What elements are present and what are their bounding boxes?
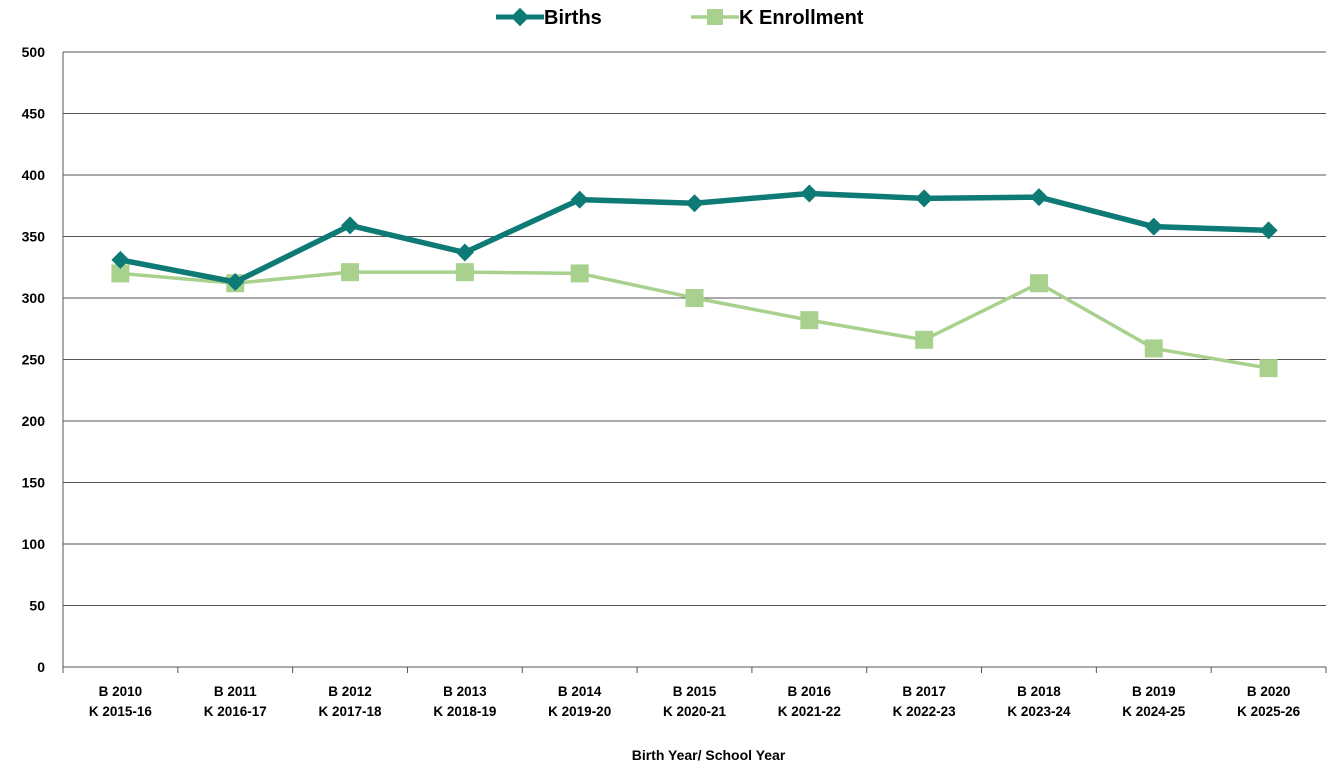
data-point-births-0 [111, 250, 130, 269]
legend-item-k-enrollment: K Enrollment [691, 7, 864, 29]
x-tick-label-5-line-1: K 2020-21 [663, 704, 727, 719]
data-point-k-enrollment-6 [800, 311, 819, 330]
x-tick-label-8: B 2018 K 2023-24 [1007, 684, 1071, 719]
y-tick-label-200: 200 [22, 413, 46, 429]
x-tick-label-7: B 2017 K 2022-23 [893, 684, 957, 719]
x-tick-label-7-line-0: B 2017 [902, 684, 946, 699]
data-point-k-enrollment-7 [915, 330, 934, 349]
data-point-births-10 [1259, 221, 1278, 240]
y-tick-label-250: 250 [22, 352, 46, 368]
y-tick-label-100: 100 [22, 536, 46, 552]
x-tick-label-3: B 2013 K 2018-19 [433, 684, 496, 719]
x-tick-label-0-line-0: B 2010 [99, 684, 143, 699]
x-tick-label-6-line-0: B 2016 [788, 684, 832, 699]
y-tick-label-400: 400 [22, 167, 46, 183]
data-point-births-7 [915, 189, 934, 208]
x-tick-label-9-line-1: K 2024-25 [1122, 704, 1186, 719]
x-tick-label-7-line-1: K 2022-23 [893, 704, 957, 719]
x-tick-label-10-line-0: B 2020 [1247, 684, 1291, 699]
gridlines [63, 51, 1326, 606]
data-point-k-enrollment-3 [455, 263, 474, 282]
x-tick-label-6-line-1: K 2021-22 [778, 704, 841, 719]
x-tick-label-4-line-0: B 2014 [558, 684, 602, 699]
data-point-births-4 [570, 190, 589, 209]
data-point-births-8 [1029, 188, 1048, 207]
series-line-k-enrollment [120, 270, 1269, 370]
x-tick-label-10: B 2020 K 2025-26 [1237, 684, 1301, 719]
data-point-births-9 [1144, 217, 1163, 236]
data-point-k-enrollment-5 [685, 289, 704, 307]
x-tick-label-9-line-0: B 2019 [1132, 684, 1176, 699]
legend: Births K Enrollment [496, 7, 864, 29]
x-tick-label-4-line-1: K 2019-20 [548, 704, 611, 719]
data-point-k-enrollment-0 [111, 264, 130, 283]
x-axis-tick-labels: B 2010 K 2015-16 B 2011 K 2016-17 B 2012 K 20… [89, 684, 1301, 719]
x-tick-label-10-line-1: K 2025-26 [1237, 704, 1301, 719]
y-tick-label-350: 350 [22, 229, 46, 245]
data-point-births-1 [226, 273, 245, 292]
data-point-k-enrollment-8 [1029, 274, 1048, 293]
x-tick-label-4: B 2014 K 2019-20 [548, 684, 611, 719]
legend-label-k-enrollment: K Enrollment [739, 7, 864, 29]
legend-swatch-k-enrollment-marker [707, 9, 723, 25]
data-point-k-enrollment-9 [1144, 339, 1163, 358]
x-tick-label-2-line-0: B 2012 [328, 684, 372, 699]
x-tick-label-1: B 2011 K 2016-17 [204, 684, 267, 719]
y-tick-label-450: 450 [22, 106, 46, 122]
x-tick-label-2-line-1: K 2017-18 [319, 704, 383, 719]
x-tick-label-0-line-1: K 2015-16 [89, 704, 153, 719]
y-tick-label-300: 300 [22, 290, 46, 306]
data-point-k-enrollment-10 [1259, 359, 1278, 378]
y-axis-tick-labels: 0 50 100 150 200 250 300 350 400 450 500 [22, 44, 46, 675]
x-tick-label-1-line-0: B 2011 [214, 684, 257, 699]
data-point-births-5 [685, 194, 704, 213]
x-tick-label-3-line-1: K 2018-19 [433, 704, 496, 719]
data-point-births-3 [455, 243, 474, 262]
axes [62, 52, 1327, 673]
data-point-births-2 [341, 216, 360, 235]
x-tick-label-6: B 2016 K 2021-22 [778, 684, 841, 719]
series-layer [111, 184, 1278, 378]
y-tick-label-150: 150 [22, 475, 46, 491]
legend-item-births: Births [496, 7, 602, 29]
y-tick-label-50: 50 [29, 598, 45, 614]
x-tick-label-8-line-1: K 2023-24 [1007, 704, 1071, 719]
x-tick-label-2: B 2012 K 2017-18 [319, 684, 383, 719]
x-axis-title: Birth Year/ School Year [632, 747, 786, 763]
legend-label-births: Births [544, 7, 602, 29]
x-tick-label-5: B 2015 K 2020-21 [663, 684, 727, 719]
x-tick-label-9: B 2019 K 2024-25 [1122, 684, 1186, 719]
data-point-k-enrollment-2 [341, 263, 360, 282]
x-tick-label-1-line-1: K 2016-17 [204, 704, 267, 719]
data-point-k-enrollment-4 [570, 264, 589, 283]
data-point-births-6 [800, 184, 819, 203]
y-tick-label-0: 0 [37, 659, 45, 675]
x-tick-label-0: B 2010 K 2015-16 [89, 684, 153, 719]
x-tick-label-8-line-0: B 2018 [1017, 684, 1061, 699]
y-tick-label-500: 500 [22, 44, 46, 60]
x-tick-label-3-line-0: B 2013 [443, 684, 487, 699]
legend-swatch-births-marker [510, 7, 530, 27]
x-tick-label-5-line-0: B 2015 [673, 684, 717, 699]
